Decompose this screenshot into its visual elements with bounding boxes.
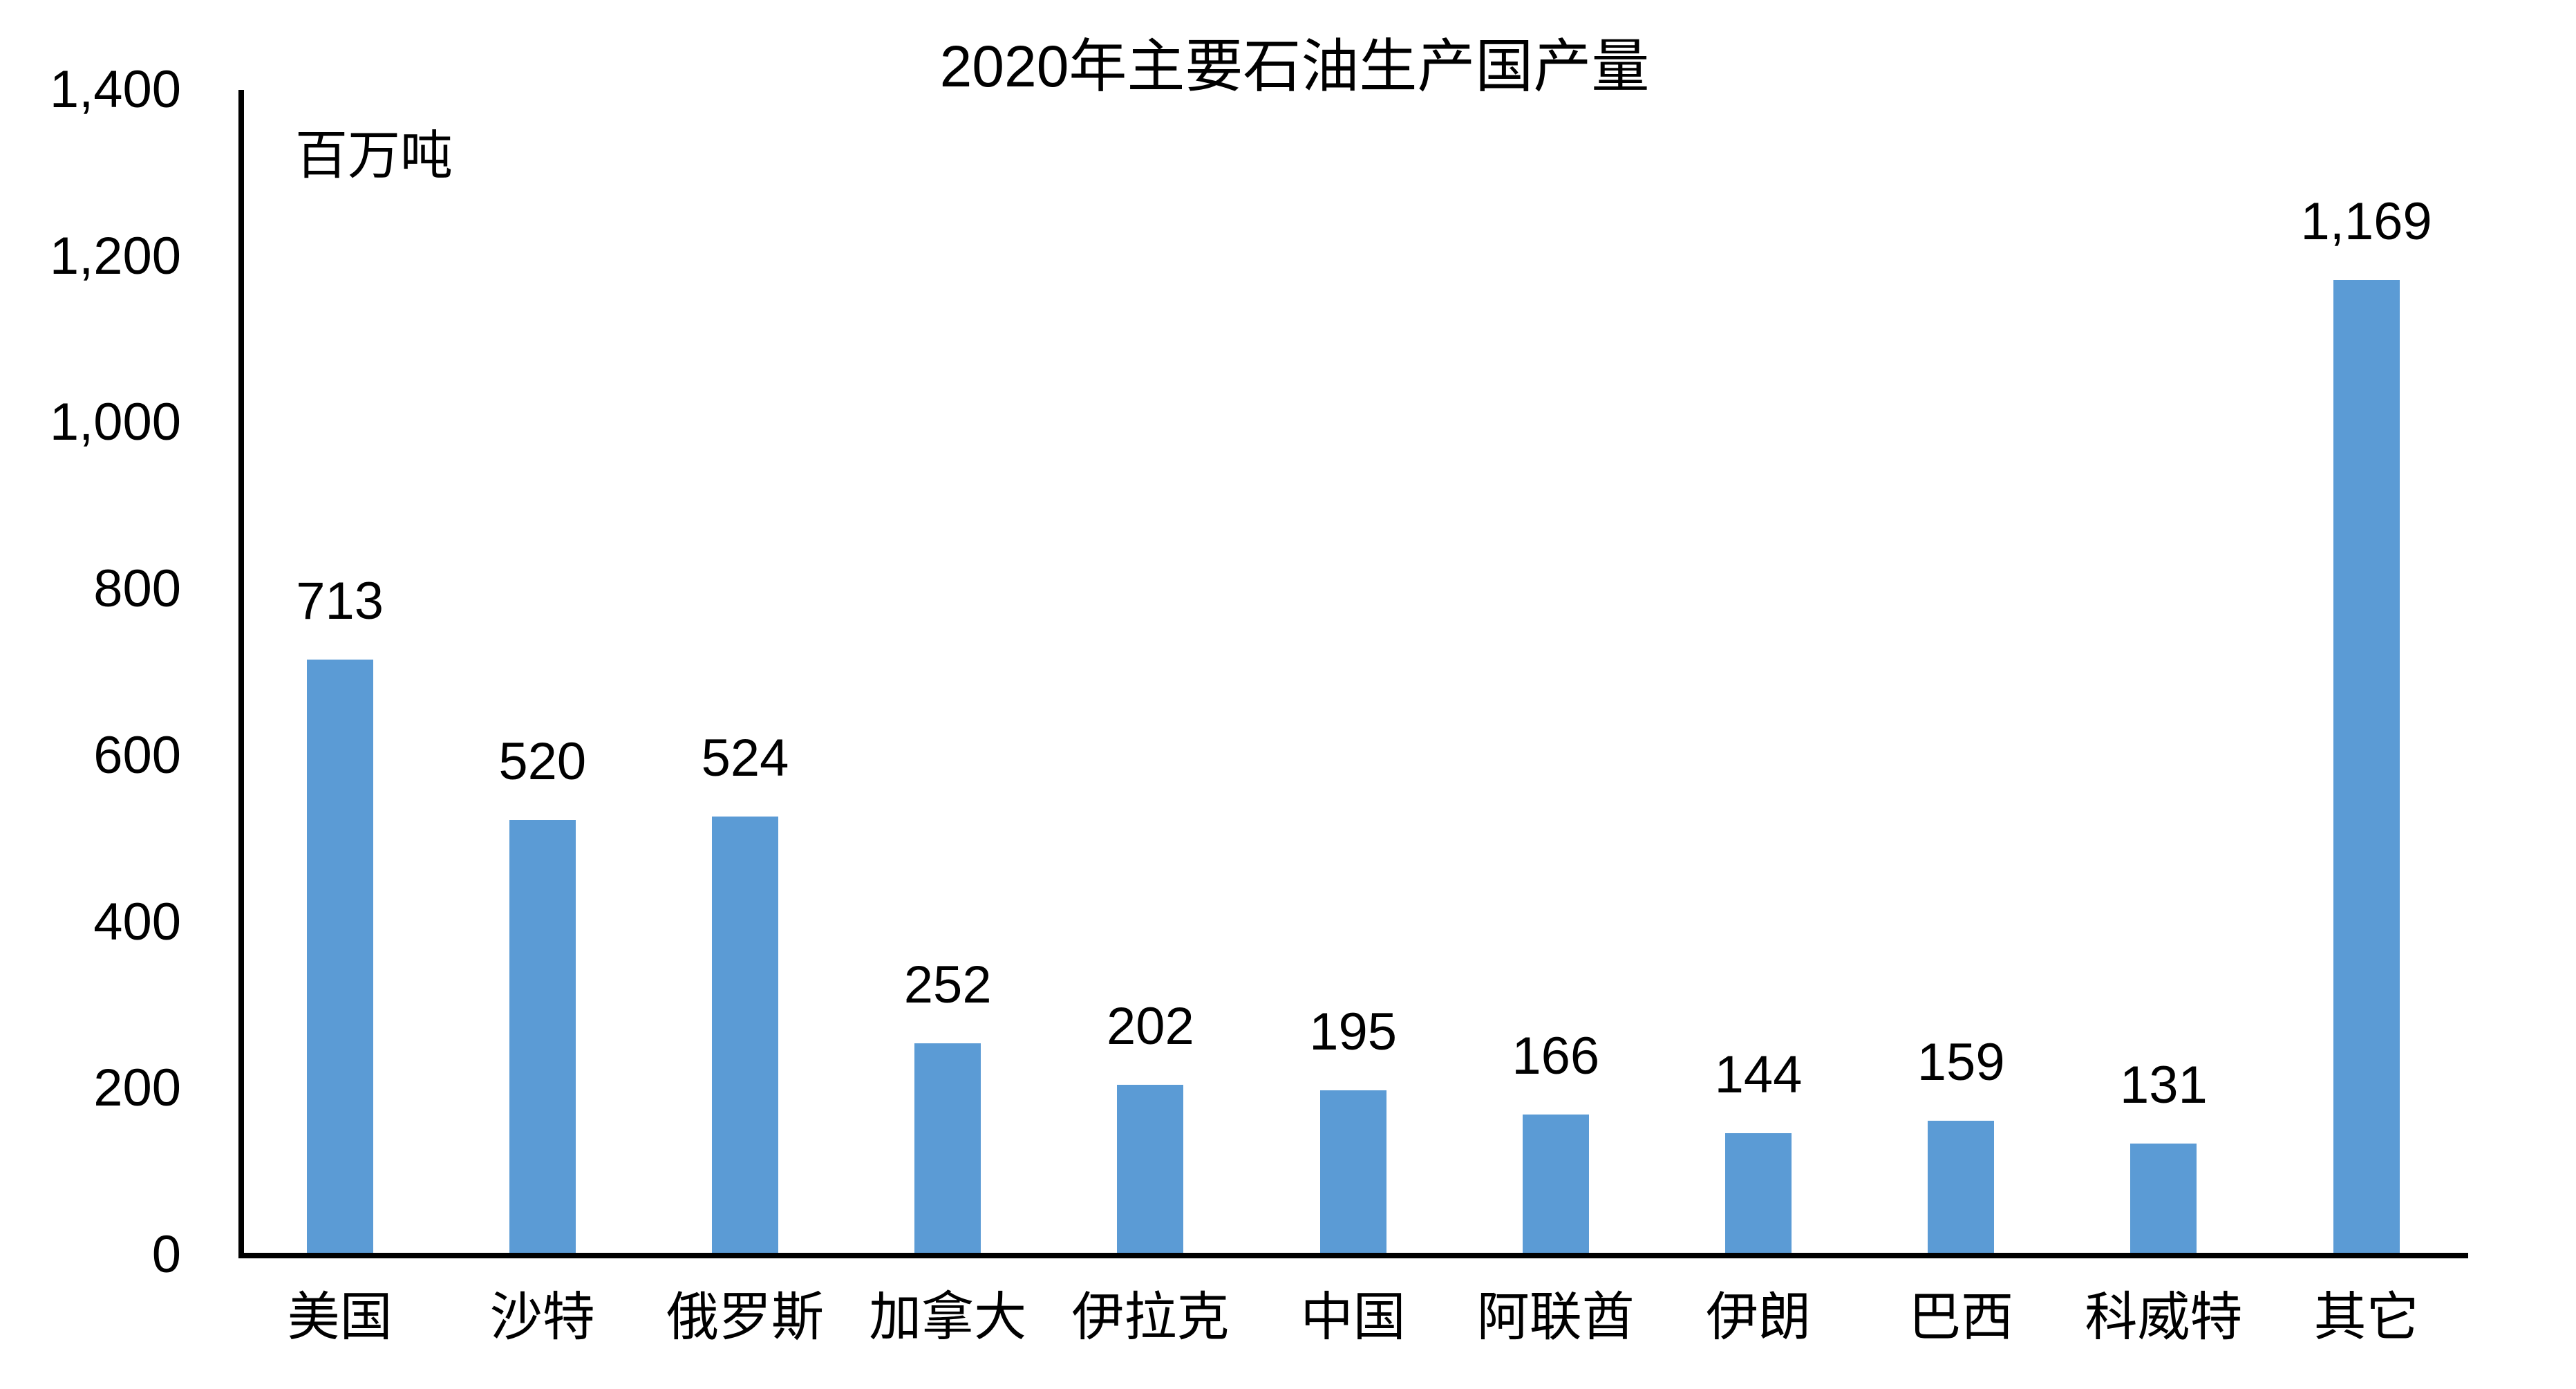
y-axis-tick-label: 1,000 — [49, 393, 181, 452]
bar-value-label: 252 — [903, 955, 992, 1014]
y-axis-tick-label: 1,200 — [49, 226, 181, 286]
bar-value-label: 195 — [1309, 1003, 1397, 1061]
bar-其它 — [2333, 280, 2400, 1253]
bar-巴西 — [1928, 1121, 1995, 1253]
bar-value-label: 144 — [1714, 1045, 1803, 1104]
bar-value-label: 1,169 — [2300, 192, 2432, 251]
x-axis-category-label: 中国 — [1300, 1289, 1406, 1347]
bar-伊拉克 — [1117, 1085, 1184, 1253]
x-axis-line — [238, 1253, 2468, 1258]
bar-阿联酋 — [1522, 1115, 1589, 1253]
y-axis-tick-label: 600 — [93, 725, 181, 785]
bar-美国 — [306, 660, 373, 1253]
y-axis-tick-label: 400 — [93, 892, 181, 951]
bar-value-label: 202 — [1106, 997, 1194, 1056]
bar-沙特 — [509, 820, 576, 1253]
y-axis-tick-label: 0 — [151, 1225, 181, 1284]
bar-value-label: 166 — [1512, 1027, 1600, 1085]
bar-俄罗斯 — [712, 817, 778, 1253]
x-axis-category-label: 俄罗斯 — [666, 1289, 824, 1347]
bar-中国 — [1319, 1090, 1386, 1253]
bar-value-label: 159 — [1917, 1033, 2005, 1092]
x-axis-category-label: 伊朗 — [1706, 1289, 1811, 1347]
y-axis-tick-label: 800 — [93, 559, 181, 619]
x-axis-category-label: 巴西 — [1908, 1289, 2014, 1347]
x-axis-category-label: 加拿大 — [869, 1289, 1027, 1347]
y-axis-unit-label: 百万吨 — [295, 127, 453, 185]
bar-value-label: 524 — [701, 729, 789, 787]
x-axis-category-label: 其它 — [2313, 1289, 2419, 1347]
chart-title: 2020年主要石油生产国产量 — [939, 34, 1650, 99]
x-axis-category-label: 科威特 — [2085, 1289, 2243, 1347]
bar-加拿大 — [914, 1043, 981, 1253]
bar-value-label: 713 — [296, 572, 384, 631]
bar-value-label: 131 — [2119, 1056, 2208, 1115]
bar-伊朗 — [1725, 1133, 1792, 1253]
x-axis-category-label: 伊拉克 — [1071, 1289, 1230, 1347]
bar-value-label: 520 — [498, 732, 587, 791]
x-axis-category-label: 沙特 — [489, 1289, 595, 1347]
y-axis-tick-label: 200 — [93, 1059, 181, 1118]
x-axis-category-label: 美国 — [287, 1289, 393, 1347]
x-axis-category-label: 阿联酋 — [1476, 1289, 1635, 1347]
y-axis-line — [238, 90, 244, 1258]
y-axis-tick-label: 1,400 — [49, 60, 181, 119]
bar-科威特 — [2130, 1144, 2197, 1253]
